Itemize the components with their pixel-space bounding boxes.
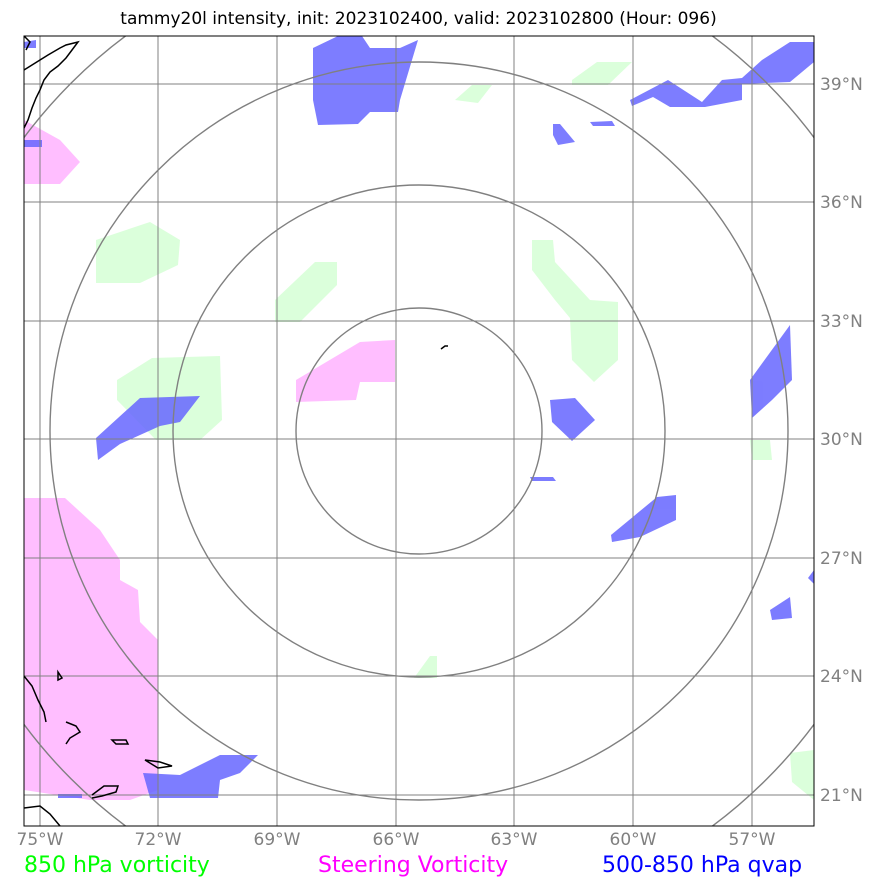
qvap-patch	[630, 42, 814, 107]
vorticity-850-patch	[96, 222, 180, 283]
plot-title: tammy20l intensity, init: 2023102400, va…	[120, 9, 717, 29]
coastline-north	[24, 36, 31, 51]
lat-tick-label: 21°N	[820, 786, 863, 806]
bermuda	[440, 345, 448, 350]
qvap-patch	[530, 477, 556, 481]
vorticity-850-patch	[790, 750, 814, 800]
lat-tick-label: 36°N	[820, 193, 863, 213]
range-ring	[172, 184, 666, 678]
vorticity-850-patch	[414, 656, 437, 678]
vorticity-850-patch	[455, 85, 492, 103]
map-frame	[23, 35, 815, 827]
island	[144, 759, 173, 769]
lat-tick-label: 33°N	[820, 312, 863, 332]
island	[57, 669, 64, 682]
lat-tick-label: 27°N	[820, 549, 863, 569]
vorticity-850-patch	[572, 62, 632, 85]
qvap-patch	[770, 597, 792, 620]
coastline-cuba	[24, 805, 61, 826]
qvap-patch	[24, 140, 42, 147]
lon-tick-label: 60°W	[610, 830, 657, 850]
lon-tick-label: 66°W	[373, 830, 420, 850]
lat-tick-label: 39°N	[820, 75, 863, 95]
coastline-nova-scotia	[24, 40, 80, 129]
qvap-patch	[590, 121, 615, 126]
steering-vorticity-patch	[24, 498, 158, 800]
range-ring	[49, 61, 789, 801]
steering-vorticity-patch	[296, 340, 395, 402]
qvap-patch	[553, 124, 575, 145]
latitude-tick-labels: 39°N 36°N 33°N 30°N 27°N 24°N 21°N	[820, 75, 863, 806]
steering-vorticity-fields	[24, 120, 395, 800]
qvap-patch	[313, 36, 418, 125]
lat-tick-label: 30°N	[820, 430, 863, 450]
coastline-hispaniola	[91, 785, 120, 799]
island	[65, 721, 82, 745]
lat-tick-label: 24°N	[820, 667, 863, 687]
qvap-patch	[143, 755, 258, 798]
island	[110, 739, 130, 745]
legend-850-vorticity: 850 hPa vorticity	[24, 853, 210, 878]
vorticity-850-patch	[750, 440, 772, 460]
range-ring	[295, 307, 543, 555]
coastline-bahamas	[24, 675, 47, 723]
qvap-patch	[550, 398, 595, 441]
steering-vorticity-patch	[24, 120, 80, 184]
legend-qvap: 500-850 hPa qvap	[602, 853, 803, 878]
coastlines	[24, 36, 448, 826]
lon-tick-label: 75°W	[17, 830, 64, 850]
qvap-patch	[611, 495, 676, 542]
lon-tick-label: 72°W	[135, 830, 182, 850]
vorticity-850-fields	[96, 62, 814, 800]
qvap-patch	[24, 40, 36, 48]
vorticity-850-patch	[532, 240, 618, 382]
qvap-fields	[24, 36, 814, 798]
qvap-patch	[808, 570, 814, 584]
legend-steering-vorticity: Steering Vorticity	[318, 853, 509, 878]
lon-tick-label: 69°W	[254, 830, 301, 850]
qvap-patch	[750, 325, 792, 418]
map-gridlines	[24, 36, 814, 826]
lon-tick-label: 63°W	[491, 830, 538, 850]
lon-tick-label: 57°W	[729, 830, 776, 850]
vorticity-850-patch	[275, 262, 337, 322]
longitude-tick-labels: 75°W 72°W 69°W 66°W 63°W 60°W 57°W	[17, 830, 776, 850]
